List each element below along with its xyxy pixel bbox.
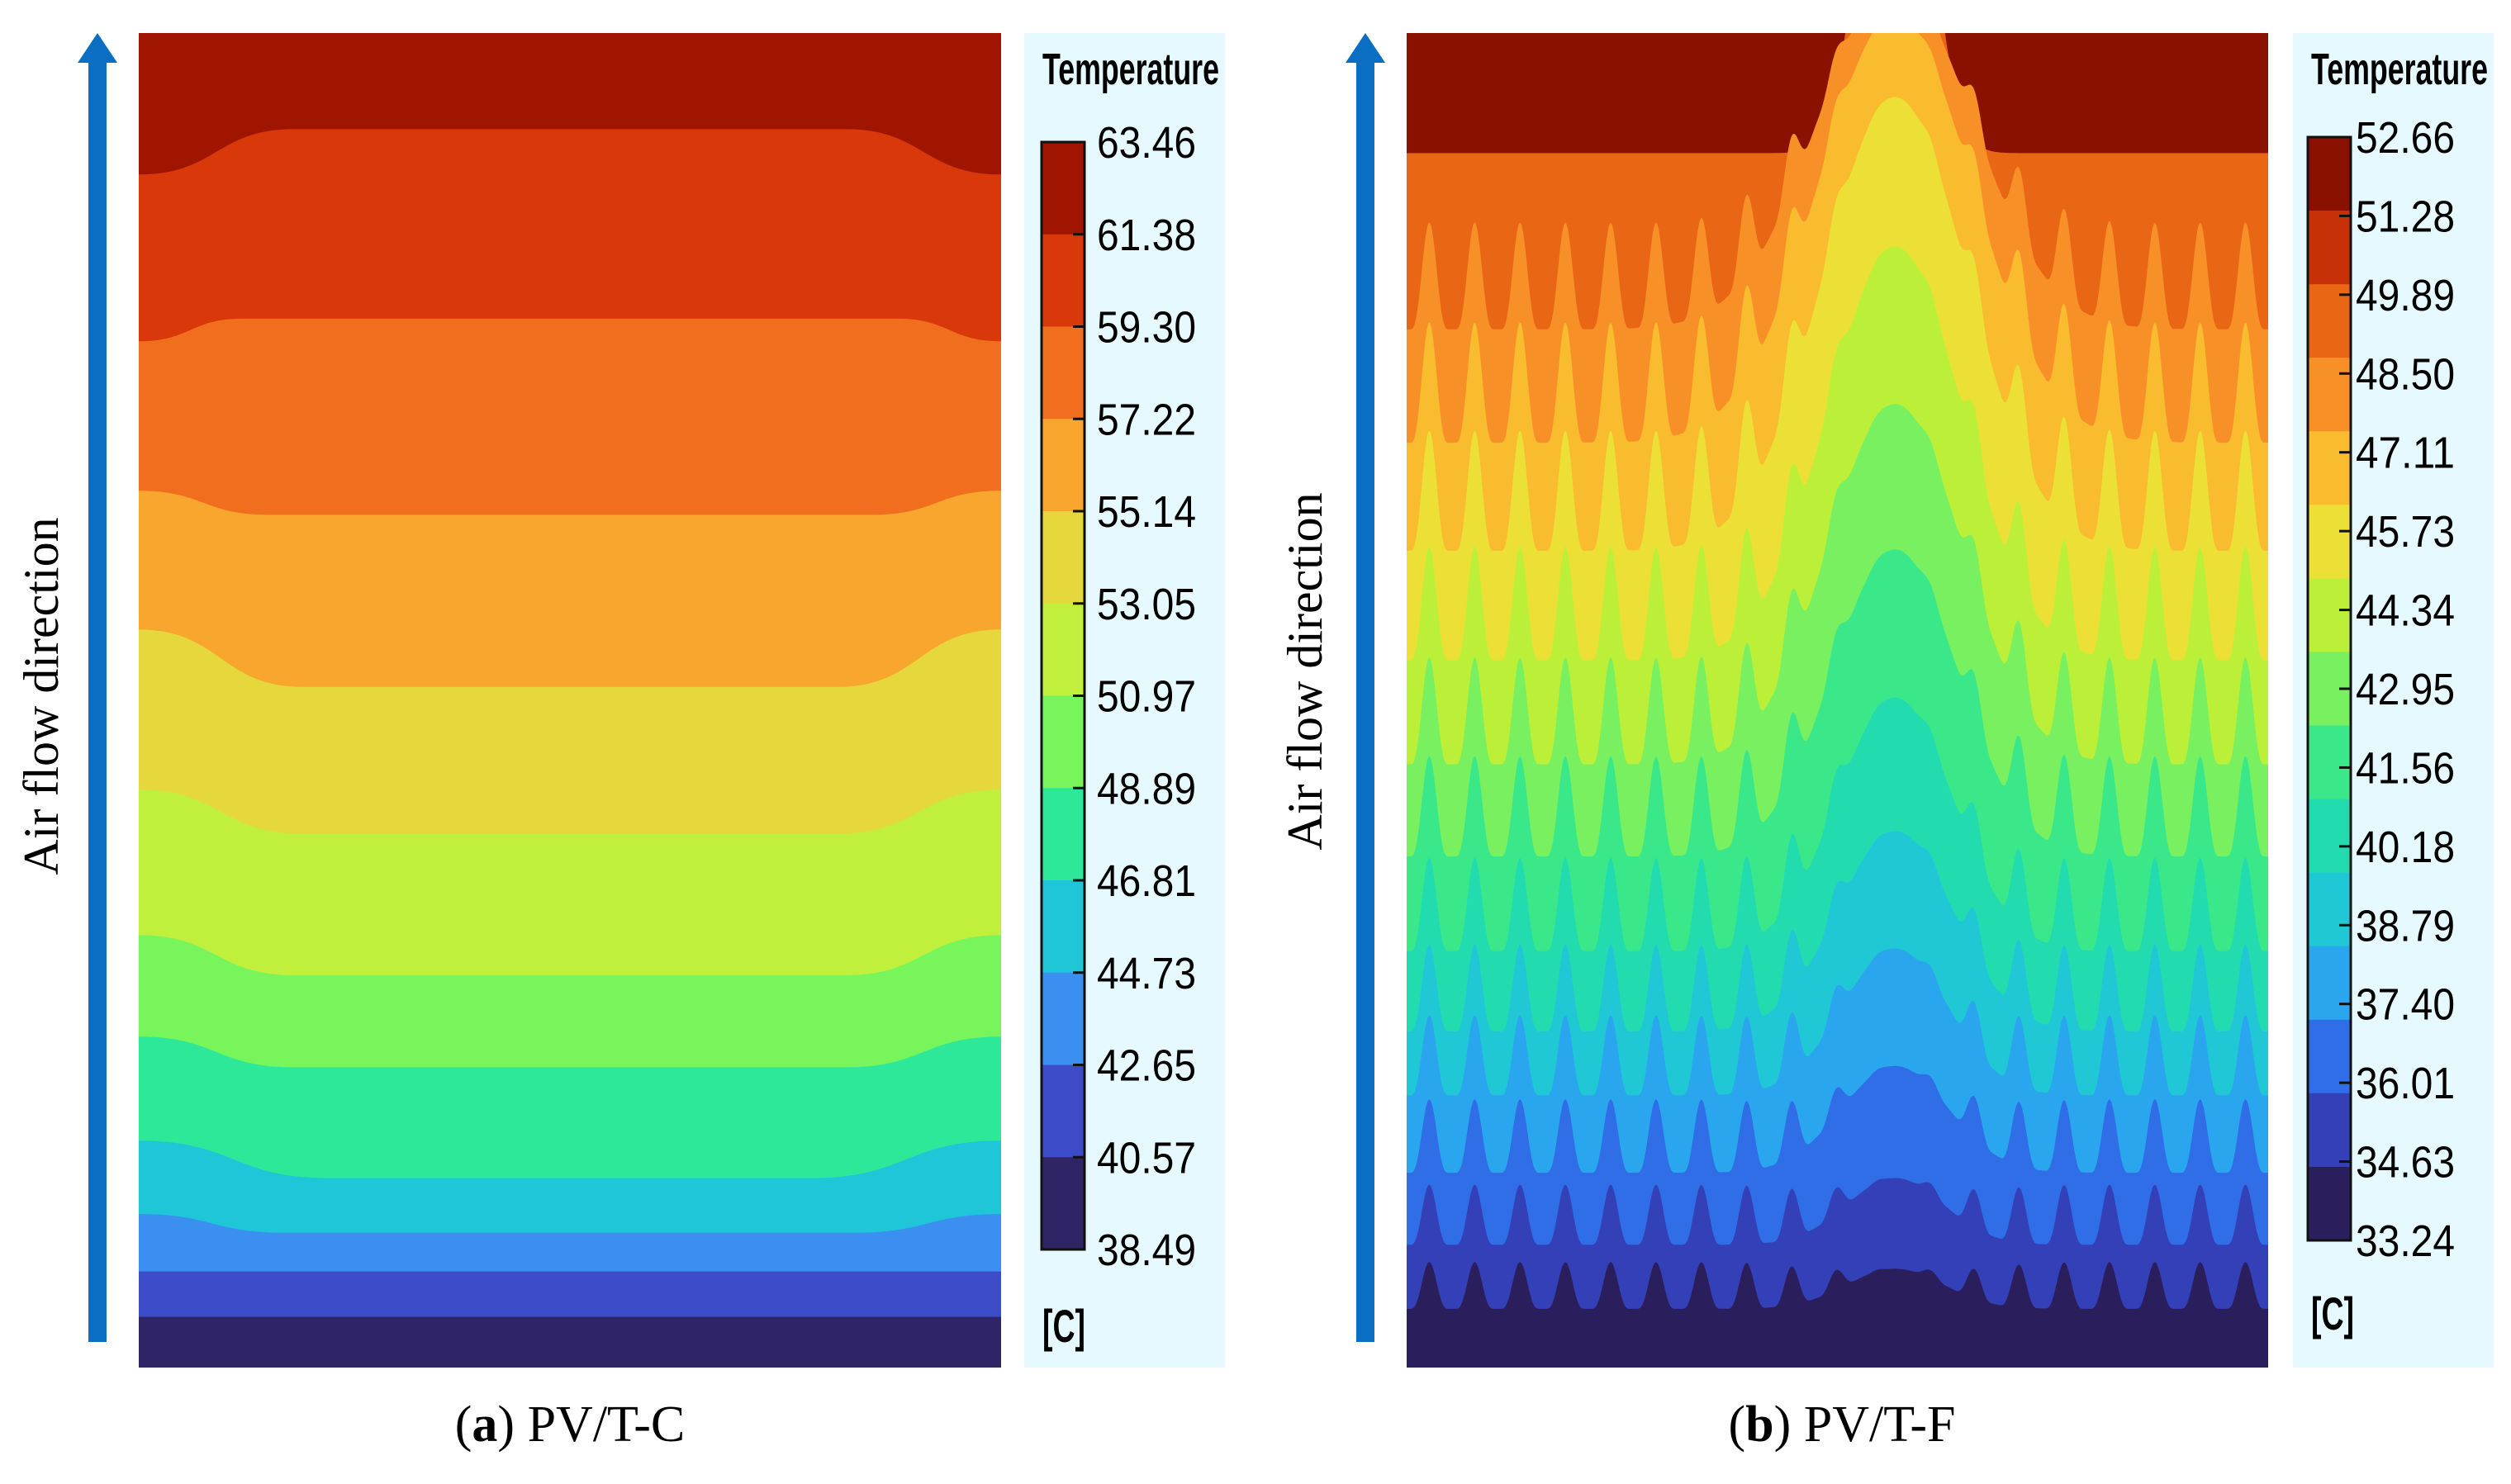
colorbar-segment-b bbox=[2308, 1166, 2351, 1241]
colorbar-tick-label-a: 55.14 bbox=[1097, 487, 1196, 537]
colorbar-tick-label-a: 40.57 bbox=[1097, 1133, 1196, 1183]
colorbar-tick-label-a: 48.89 bbox=[1097, 764, 1196, 813]
panel-caption-letter-a: a bbox=[472, 1396, 497, 1453]
colorbar-tick-label-a: 50.97 bbox=[1097, 672, 1196, 722]
colorbar-tick-label-a: 57.22 bbox=[1097, 395, 1196, 444]
contour-band-b bbox=[1407, 1262, 2268, 1368]
panel-caption-text-b: PV/T-F bbox=[1791, 1396, 1955, 1453]
colorbar-b: Temperature 52.66 51.28 49.89 48.50 47.11 45.7… bbox=[2293, 33, 2494, 1368]
colorbar-segment-b bbox=[2308, 505, 2351, 579]
colorbar-segment-a bbox=[1042, 603, 1085, 697]
colorbar-tick-label-b: 34.63 bbox=[2356, 1138, 2455, 1188]
colorbar-segment-b bbox=[2308, 211, 2351, 285]
colorbar-tick-label-b: 47.11 bbox=[2356, 429, 2455, 478]
panel-b: Temperature 52.66 51.28 49.89 48.50 47.11 45.7… bbox=[1278, 33, 2494, 1453]
colorbar-segment-b bbox=[2308, 431, 2351, 505]
flow-direction-label-a: Air flow direction bbox=[14, 517, 69, 875]
colorbar-tick-label-b: 40.18 bbox=[2356, 823, 2455, 872]
colorbar-tick-label-a: 38.49 bbox=[1097, 1226, 1196, 1275]
colorbar-tick-label-b: 45.73 bbox=[2356, 507, 2455, 557]
panel-caption-text-a: PV/T-C bbox=[515, 1396, 685, 1453]
colorbar-tick-label-a: 42.65 bbox=[1097, 1041, 1196, 1091]
colorbar-segment-a bbox=[1042, 1157, 1085, 1250]
panel-caption-b: (b) PV/T-F bbox=[1728, 1396, 1955, 1453]
colorbar-segment-b bbox=[2308, 799, 2351, 874]
colorbar-tick-label-a: 53.05 bbox=[1097, 580, 1196, 629]
panel-caption-letter-b: b bbox=[1745, 1396, 1773, 1453]
colorbar-segment-b bbox=[2308, 137, 2351, 211]
colorbar-segment-a bbox=[1042, 511, 1085, 605]
colorbar-segment-a bbox=[1042, 695, 1085, 789]
colorbar-segment-b bbox=[2308, 1019, 2351, 1094]
flow-arrow-b bbox=[1346, 33, 1385, 1342]
colorbar-tick-label-b: 38.79 bbox=[2356, 901, 2455, 951]
flow-arrow-head-b bbox=[1346, 33, 1385, 63]
colorbar-tick-label-a: 63.46 bbox=[1097, 118, 1196, 168]
colorbar-segment-b bbox=[2308, 872, 2351, 947]
contour-band-a bbox=[139, 1316, 1001, 1368]
colorbar-tick-label-b: 44.34 bbox=[2356, 586, 2455, 636]
colorbar-tick-label-b: 48.50 bbox=[2356, 349, 2455, 399]
colorbar-tick-label-b: 36.01 bbox=[2356, 1059, 2455, 1108]
panel-caption-a: (a) PV/T-C bbox=[455, 1396, 685, 1453]
colorbar-tick-label-b: 49.89 bbox=[2356, 271, 2455, 320]
colorbar-segment-a bbox=[1042, 326, 1085, 420]
colorbar-segment-b bbox=[2308, 358, 2351, 432]
colorbar-title-a: Temperature bbox=[1042, 45, 1219, 94]
colorbar-segment-b bbox=[2308, 1093, 2351, 1168]
colorbar-title-b: Temperature bbox=[2311, 45, 2488, 94]
colorbar-segment-b bbox=[2308, 578, 2351, 653]
colorbar-segment-a bbox=[1042, 788, 1085, 881]
colorbar-segment-a bbox=[1042, 1064, 1085, 1158]
flow-direction-label-b: Air flow direction bbox=[1278, 492, 1332, 850]
colorbar-tick-label-a: 59.30 bbox=[1097, 303, 1196, 353]
colorbar-segment-b bbox=[2308, 284, 2351, 358]
colorbar-segment-a bbox=[1042, 880, 1085, 974]
colorbar-unit-a: [C] bbox=[1042, 1300, 1085, 1352]
colorbar-segment-b bbox=[2308, 725, 2351, 800]
colorbar-tick-label-b: 52.66 bbox=[2356, 113, 2455, 163]
colorbar-tick-label-b: 41.56 bbox=[2356, 743, 2455, 793]
colorbar-a: Temperature 63.46 61.38 59.30 57.22 55.14 53.0… bbox=[1024, 33, 1225, 1368]
colorbar-segment-a bbox=[1042, 142, 1085, 235]
colorbar-tick-label-a: 61.38 bbox=[1097, 211, 1196, 260]
colorbar-tick-label-a: 46.81 bbox=[1097, 856, 1196, 906]
colorbar-tick-label-b: 37.40 bbox=[2356, 980, 2455, 1030]
colorbar-tick-label-b: 51.28 bbox=[2356, 192, 2455, 241]
colorbar-tick-label-b: 42.95 bbox=[2356, 665, 2455, 714]
colorbar-segment-a bbox=[1042, 234, 1085, 328]
colorbar-segment-a bbox=[1042, 972, 1085, 1066]
colorbar-unit-b: [C] bbox=[2311, 1287, 2354, 1339]
contour-field-a bbox=[139, 33, 1001, 1368]
colorbar-tick-label-b: 33.24 bbox=[2356, 1216, 2455, 1266]
colorbar-segment-a bbox=[1042, 419, 1085, 512]
flow-arrow-head-a bbox=[78, 33, 117, 63]
colorbar-tick-label-a: 44.73 bbox=[1097, 949, 1196, 998]
colorbar-segment-b bbox=[2308, 946, 2351, 1021]
flow-arrow-a bbox=[78, 33, 117, 1342]
contour-field-b bbox=[1407, 33, 2268, 1368]
panel-a: Temperature 63.46 61.38 59.30 57.22 55.14 53.0… bbox=[14, 33, 1225, 1453]
